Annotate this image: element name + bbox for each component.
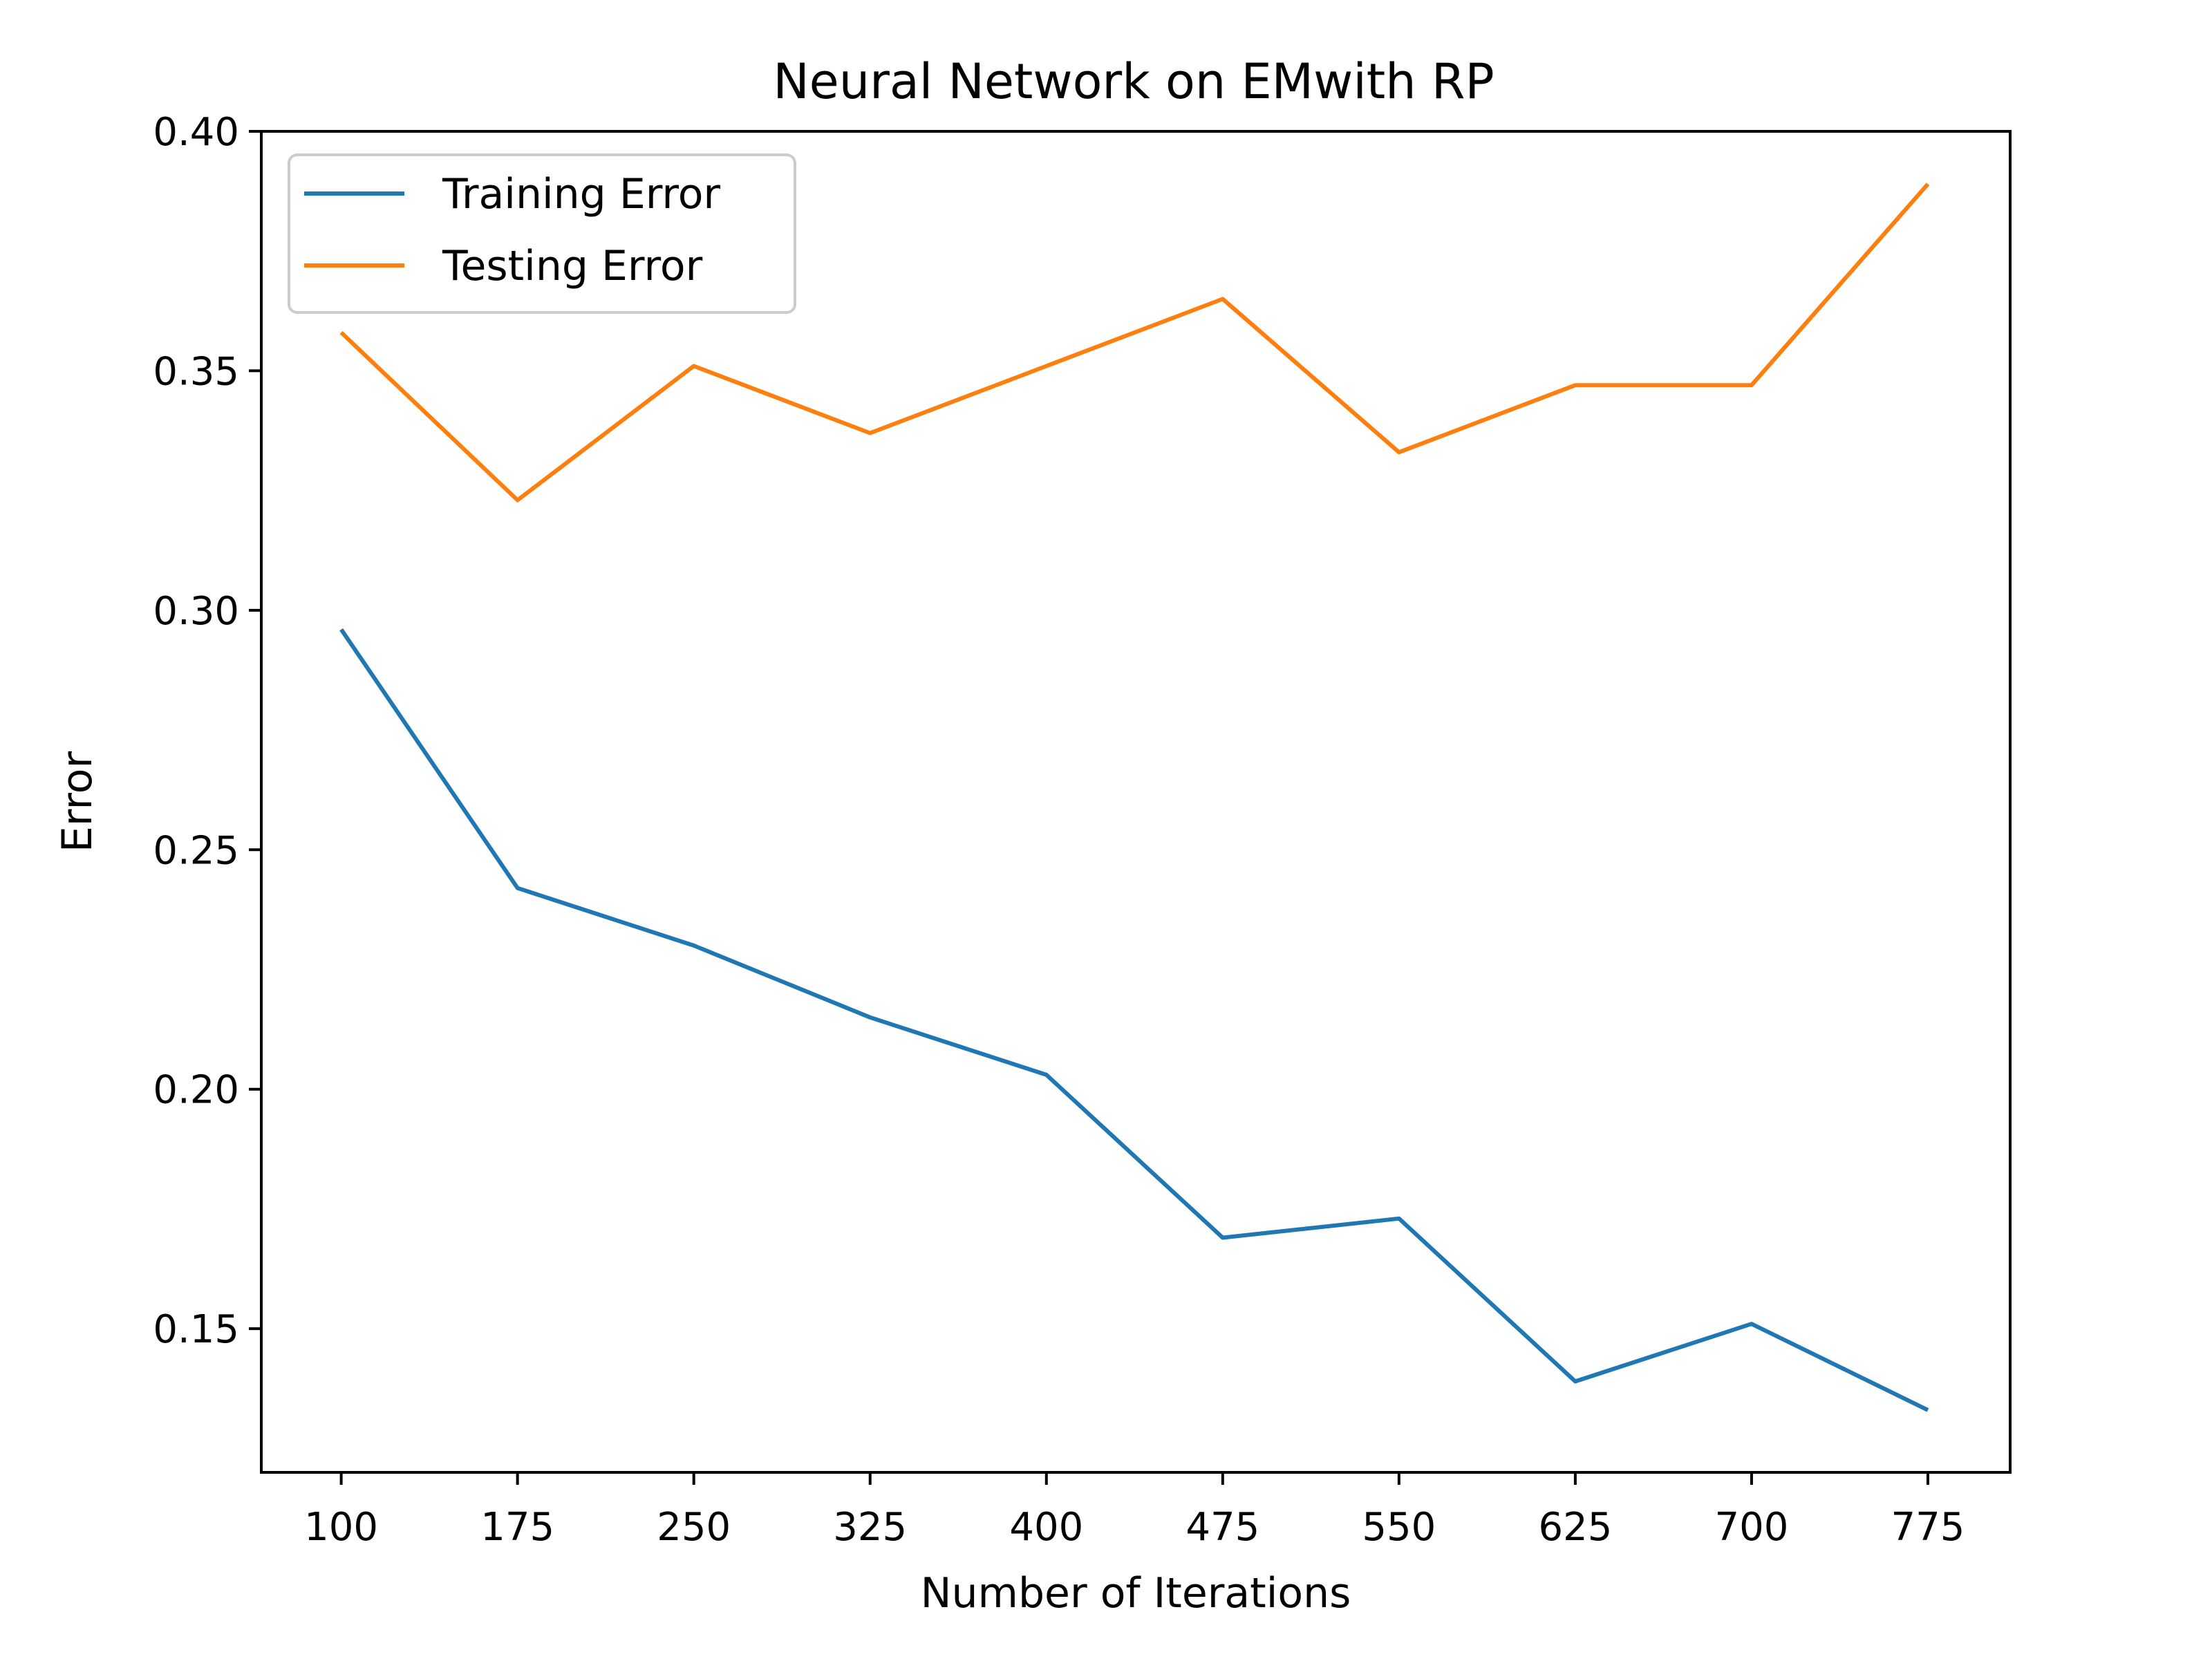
x-tick-label: 700 [1714, 1505, 1788, 1550]
y-tick-label: 0.25 [153, 828, 239, 873]
x-tick-label: 100 [304, 1505, 378, 1550]
chart-title: Neural Network on EMwith RP [773, 53, 1494, 110]
x-tick-label: 475 [1185, 1505, 1259, 1550]
x-tick-label: 325 [833, 1505, 907, 1550]
series-line-testing-error [339, 182, 1930, 503]
x-tick-label: 550 [1362, 1505, 1436, 1550]
series-layer [339, 182, 1930, 1412]
x-tick-label: 400 [1009, 1505, 1083, 1550]
x-tick-label: 775 [1891, 1505, 1965, 1550]
y-axis-label: Error [53, 751, 102, 853]
x-tick-label: 175 [480, 1505, 554, 1550]
y-axis: 0.15 0.20 0.25 0.30 0.35 0.40 [153, 110, 261, 1352]
y-tick-label: 0.30 [153, 589, 239, 634]
y-tick-label: 0.15 [153, 1307, 239, 1352]
legend-label-testing-error: Testing Error [442, 242, 703, 290]
y-tick-label: 0.20 [153, 1068, 239, 1113]
legend: Training Error Testing Error [288, 153, 796, 314]
y-tick-label: 0.35 [153, 349, 239, 394]
x-tick-label: 625 [1538, 1505, 1612, 1550]
x-axis-label: Number of Iterations [921, 1569, 1351, 1618]
plot-area-frame [260, 130, 2012, 1474]
legend-label-training-error: Training Error [442, 170, 720, 218]
x-axis: 100 175 250 325 400 475 550 625 700 775 [304, 1472, 1965, 1550]
series-line-training-error [339, 628, 1929, 1412]
y-tick-label: 0.40 [153, 110, 239, 155]
legend-box [288, 153, 796, 314]
x-tick-label: 250 [657, 1505, 731, 1550]
